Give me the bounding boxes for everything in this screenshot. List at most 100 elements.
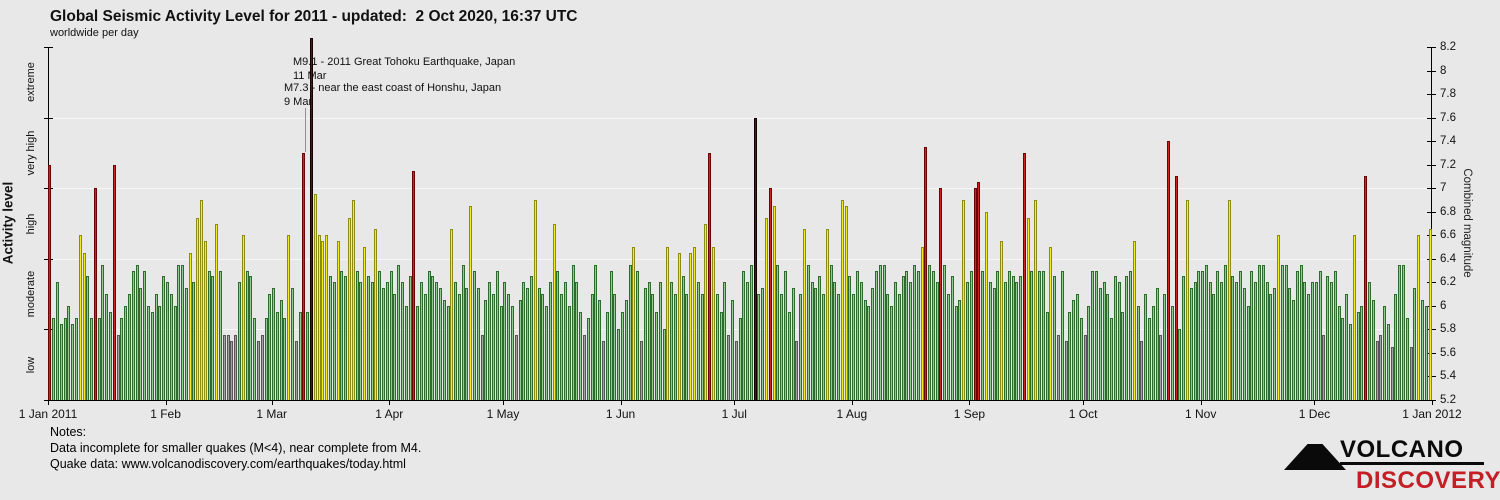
bar-day-310 <box>1220 282 1224 400</box>
bar-day-231 <box>920 247 924 400</box>
bar-day-23 <box>131 270 135 400</box>
bar-day-269 <box>1064 341 1068 400</box>
bar-day-357 <box>1398 264 1402 400</box>
bar-day-175 <box>708 152 712 400</box>
bar-day-187 <box>753 117 757 400</box>
bar-day-205 <box>821 294 825 400</box>
bar-day-136 <box>560 294 564 400</box>
bar-day-321 <box>1261 264 1265 400</box>
month-label-9: 1 Oct <box>1068 407 1098 421</box>
bar-day-32 <box>165 282 169 400</box>
bar-day-182 <box>734 341 738 400</box>
bar-day-10 <box>82 252 86 400</box>
bar-day-173 <box>700 294 704 400</box>
bar-day-107 <box>450 229 454 400</box>
bar-day-346 <box>1356 311 1360 400</box>
bar-day-236 <box>939 188 943 400</box>
bar-day-302 <box>1189 288 1193 400</box>
magnitude-label-13: 7.8 <box>1440 88 1456 101</box>
bar-day-26 <box>143 270 147 400</box>
left-axis-tick <box>44 47 53 48</box>
bar-day-57 <box>260 335 264 400</box>
bar-day-339 <box>1330 282 1334 400</box>
bar-day-106 <box>446 305 450 400</box>
bar-day-38 <box>188 252 192 400</box>
bar-day-220 <box>878 264 882 400</box>
bar-day-251 <box>996 270 1000 400</box>
bar-day-359 <box>1405 317 1409 400</box>
bar-day-93 <box>397 264 401 400</box>
annotation-honshu-label: M7.3 - near the east coast of Honshu, Ja… <box>284 82 502 94</box>
bar-day-94 <box>401 282 405 400</box>
bar-day-238 <box>947 294 951 400</box>
bar-day-195 <box>784 270 787 400</box>
bar-day-193 <box>776 264 780 400</box>
bar-day-198 <box>795 341 799 400</box>
bar-day-223 <box>890 305 894 400</box>
bar-day-324 <box>1273 288 1277 400</box>
bar-day-271 <box>1072 299 1076 400</box>
bar-day-44 <box>211 276 215 400</box>
bar-day-203 <box>814 288 818 400</box>
bar-day-100 <box>423 294 427 400</box>
bar-day-120 <box>499 305 503 400</box>
bar-day-137 <box>564 282 568 400</box>
bar-day-48 <box>226 335 230 400</box>
bar-day-334 <box>1311 282 1315 400</box>
month-tick <box>1432 400 1433 405</box>
bar-day-19 <box>116 335 120 400</box>
bar-day-83 <box>359 282 363 400</box>
bar-day-204 <box>818 276 822 400</box>
bar-day-130 <box>537 288 541 400</box>
bar-day-7 <box>71 323 75 400</box>
bar-day-342 <box>1341 317 1345 400</box>
right-axis-title: Combined magnitude <box>1461 168 1473 278</box>
bar-day-234 <box>931 270 935 400</box>
right-axis-tick <box>1427 400 1436 401</box>
month-label-7: 1 Aug <box>836 407 868 421</box>
bar-day-172 <box>696 282 700 400</box>
bar-day-316 <box>1242 288 1246 400</box>
bar-day-21 <box>124 305 128 400</box>
magnitude-label-0: 5.2 <box>1440 394 1456 406</box>
bar-day-51 <box>237 282 241 400</box>
bar-day-266 <box>1053 276 1057 400</box>
bar-day-141 <box>579 311 583 400</box>
bar-day-254 <box>1007 270 1011 400</box>
bar-day-232 <box>924 147 928 400</box>
bar-day-338 <box>1326 276 1330 400</box>
right-axis-line <box>1431 47 1432 401</box>
bar-day-272 <box>1075 294 1079 400</box>
bar-day-35 <box>177 264 181 400</box>
bar-day-3 <box>55 282 59 400</box>
bar-day-96 <box>408 276 412 400</box>
bar-day-161 <box>655 311 659 400</box>
bar-day-117 <box>488 282 492 400</box>
bar-day-110 <box>461 264 465 400</box>
page-title: Global Seismic Activity Level for 2011 -… <box>50 8 578 25</box>
bar-day-143 <box>586 317 590 400</box>
bar-day-257 <box>1019 276 1023 400</box>
bar-day-293 <box>1155 288 1159 400</box>
bar-day-365 <box>1428 229 1432 400</box>
bar-day-330 <box>1295 270 1299 400</box>
bar-day-62 <box>279 299 283 400</box>
bar-day-237 <box>943 264 947 400</box>
bar-day-102 <box>431 276 435 400</box>
bar-day-9 <box>78 235 82 400</box>
bar-day-353 <box>1383 305 1387 400</box>
bar-day-211 <box>844 205 848 400</box>
month-label-5: 1 Jun <box>605 407 636 421</box>
bar-day-260 <box>1030 270 1034 400</box>
bar-day-186 <box>749 264 753 400</box>
magnitude-label-3: 5.8 <box>1440 323 1456 336</box>
bar-day-276 <box>1091 270 1095 400</box>
bottom-axis-line <box>48 400 1433 401</box>
bar-day-148 <box>605 311 609 400</box>
bar-day-341 <box>1337 305 1341 400</box>
month-tick <box>969 400 971 405</box>
bar-day-153 <box>624 299 628 400</box>
bar-day-331 <box>1299 264 1303 400</box>
bar-day-49 <box>230 341 234 400</box>
logo-text-volcano: VOLCANO <box>1340 436 1464 463</box>
